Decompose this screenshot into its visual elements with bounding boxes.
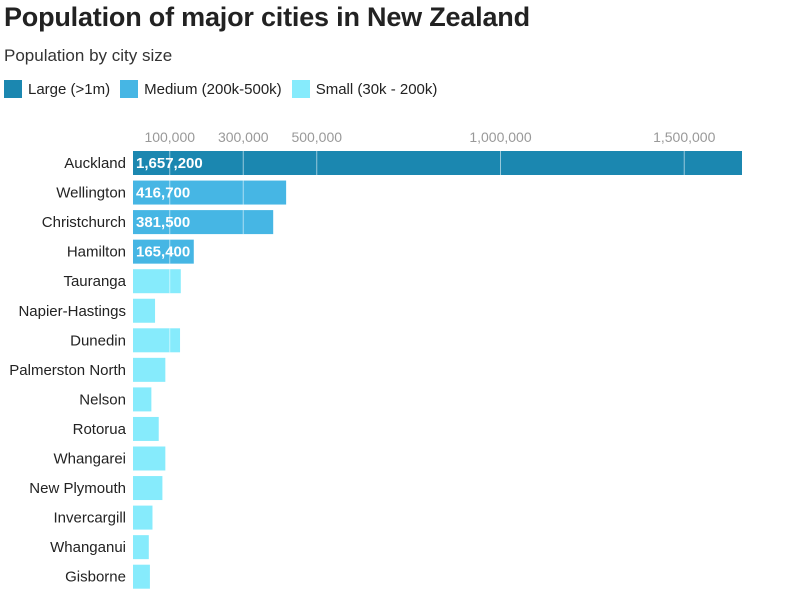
- category-label-tauranga: Tauranga: [63, 273, 126, 290]
- category-label-new-plymouth: New Plymouth: [29, 480, 126, 497]
- category-label-hamilton: Hamilton: [67, 244, 126, 261]
- value-label-auckland: 1,657,200: [136, 155, 203, 172]
- gridlines: [169, 151, 685, 353]
- category-label-nelson: Nelson: [79, 391, 126, 408]
- chart-title: Population of major cities in New Zealan…: [4, 2, 530, 32]
- category-label-christchurch: Christchurch: [42, 214, 126, 231]
- bar-gisborne: [133, 564, 150, 589]
- value-label-wellington: 416,700: [136, 185, 190, 202]
- category-label-whanganui: Whanganui: [50, 539, 126, 556]
- bar-rotorua: [133, 416, 159, 441]
- category-label-invercargill: Invercargill: [53, 510, 126, 527]
- category-label-whangarei: Whangarei: [53, 451, 126, 468]
- x-tick-label: 1,000,000: [469, 129, 531, 145]
- x-tick-label: 1,500,000: [653, 129, 715, 145]
- legend-swatch-small: [291, 80, 310, 98]
- category-label-auckland: Auckland: [64, 155, 126, 172]
- x-tick-label: 500,000: [291, 129, 342, 145]
- bar-palmerston-north: [133, 357, 166, 382]
- legend-label-small: Small (30k - 200k): [315, 80, 438, 98]
- legend: Large (>1m) Medium (200k-500k) Small (30…: [4, 80, 447, 98]
- bars: [133, 151, 742, 589]
- category-label-wellington: Wellington: [56, 185, 126, 202]
- bar-invercargill: [133, 505, 153, 530]
- legend-item-large: Large (>1m): [4, 80, 110, 98]
- category-label-dunedin: Dunedin: [70, 332, 126, 349]
- legend-label-medium: Medium (200k-500k): [144, 80, 282, 98]
- category-label-gisborne: Gisborne: [65, 569, 126, 586]
- legend-swatch-large: [4, 80, 22, 98]
- category-label-palmerston-north: Palmerston North: [9, 362, 126, 379]
- chart-subtitle: Population by city size: [4, 46, 173, 65]
- legend-swatch-medium: [120, 80, 139, 98]
- legend-item-medium: Medium (200k-500k): [120, 80, 282, 98]
- bar-tauranga: [133, 269, 181, 294]
- category-label-rotorua: Rotorua: [73, 421, 127, 438]
- category-labels: Auckland Wellington Christchurch Hamilton Ta…: [9, 155, 126, 586]
- bar-auckland: [133, 151, 742, 175]
- bar-whangarei: [133, 446, 166, 471]
- bar-dunedin: [133, 328, 181, 353]
- legend-label-large: Large (>1m): [28, 80, 111, 98]
- x-axis-ticks: 100,000 300,000 500,000 1,000,000 1,500,000: [144, 129, 715, 145]
- bar-wellington: [133, 180, 287, 205]
- bar-new-plymouth: [133, 476, 163, 501]
- bar-napier-hastings: [133, 298, 156, 323]
- value-label-hamilton: 165,400: [136, 244, 190, 261]
- category-label-napier-hastings: Napier-Hastings: [18, 303, 126, 320]
- x-tick-label: 100,000: [144, 129, 195, 145]
- bar-nelson: [133, 387, 152, 412]
- bar-christchurch: [133, 210, 274, 235]
- value-label-christchurch: 381,500: [136, 214, 190, 231]
- x-tick-label: 300,000: [218, 129, 269, 145]
- value-labels: 1,657,200 416,700 381,500 165,400: [136, 155, 203, 261]
- legend-item-small: Small (30k - 200k): [291, 80, 438, 98]
- bar-hamilton: [133, 239, 194, 264]
- bar-whanganui: [133, 535, 149, 560]
